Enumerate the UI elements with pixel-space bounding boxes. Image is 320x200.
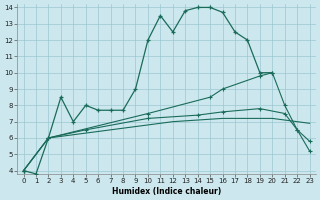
X-axis label: Humidex (Indice chaleur): Humidex (Indice chaleur)	[112, 187, 221, 196]
